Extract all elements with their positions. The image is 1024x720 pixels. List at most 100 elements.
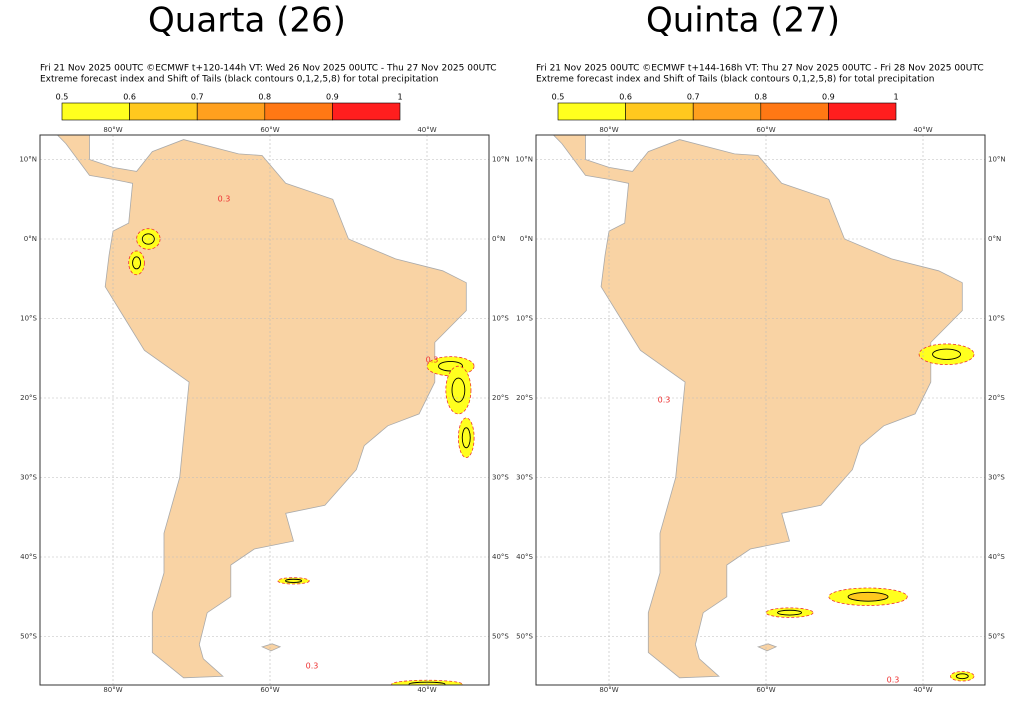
map-frame — [39, 134, 490, 686]
efi-area — [445, 365, 472, 415]
sot-contour — [132, 256, 142, 270]
efi-area — [918, 343, 975, 366]
colorbar-tick-label: 1 — [397, 93, 402, 102]
lon-label: 60°W — [260, 686, 279, 694]
contour-label: 0.3 — [306, 662, 319, 671]
header-line: Extreme forecast index and Shift of Tail… — [536, 75, 934, 85]
lat-label: 30°S — [492, 474, 509, 482]
sot-contour — [777, 609, 802, 616]
lat-label: 20°S — [492, 394, 509, 402]
lat-label: 10°S — [492, 315, 509, 323]
lon-label: 80°W — [103, 686, 122, 694]
colorbar-tick-label: 0.9 — [822, 93, 835, 102]
colorbar-segment — [625, 102, 694, 121]
lat-label: 20°S — [988, 394, 1005, 402]
efi-area — [950, 671, 975, 682]
land — [552, 135, 963, 679]
lat-label: 50°S — [988, 633, 1005, 641]
lat-label: 50°S — [20, 633, 37, 641]
sot-contour — [141, 233, 155, 245]
lat-label: 40°S — [516, 553, 533, 561]
lon-label: 40°W — [913, 686, 932, 694]
contour-label: 0.3 — [658, 396, 671, 405]
lat-label: 0°N — [24, 235, 37, 243]
colorbar-tick-label: 0.5 — [552, 93, 565, 102]
sot-contour — [932, 348, 961, 360]
lon-label: 80°W — [599, 686, 618, 694]
lon-label: 60°W — [260, 126, 279, 134]
colorbar-tick-label: 0.8 — [258, 93, 271, 102]
falkland — [261, 643, 282, 652]
colorbar-tick-label: 0.5 — [56, 93, 69, 102]
lon-label: 40°W — [417, 126, 436, 134]
panel-title: Quarta (26) — [148, 1, 346, 41]
lat-label: 10°N — [492, 156, 510, 164]
lat-label: 40°S — [20, 553, 37, 561]
colorbar-segment — [828, 102, 897, 121]
lat-label: 30°S — [988, 474, 1005, 482]
lat-label: 10°S — [20, 315, 37, 323]
map — [40, 135, 489, 685]
colorbar-tick-label: 0.8 — [754, 93, 767, 102]
lat-label: 10°S — [516, 315, 533, 323]
colorbar-tick-label: 0.6 — [123, 93, 136, 102]
colorbar-tick-label: 0.7 — [687, 93, 700, 102]
efi-area — [765, 607, 814, 618]
lat-label: 30°S — [20, 474, 37, 482]
lon-label: 40°W — [913, 126, 932, 134]
lat-label: 0°N — [492, 235, 505, 243]
efi-area — [128, 250, 145, 276]
lat-label: 20°S — [516, 394, 533, 402]
contour-label: 0.3 — [218, 195, 231, 204]
contour-label: 0.3 — [887, 676, 900, 685]
lat-label: 20°S — [20, 394, 37, 402]
colorbar-segment — [332, 102, 401, 121]
colorbar-segment — [557, 102, 626, 121]
lon-label: 80°W — [103, 126, 122, 134]
efi-area — [277, 577, 310, 585]
colorbar-segment — [196, 102, 266, 121]
lat-label: 40°S — [988, 553, 1005, 561]
lat-label: 10°N — [988, 156, 1006, 164]
colorbar-tick-label: 0.9 — [326, 93, 339, 102]
colorbar-tick-label: 0.7 — [191, 93, 204, 102]
header-line: Extreme forecast index and Shift of Tail… — [40, 75, 438, 85]
map-frame — [535, 134, 986, 686]
lat-label: 0°N — [520, 235, 533, 243]
header-line: Fri 21 Nov 2025 00UTC ©ECMWF t+120-144h … — [40, 64, 497, 74]
colorbar-tick-label: 0.6 — [619, 93, 632, 102]
sot-contour — [955, 673, 969, 680]
land — [56, 135, 467, 679]
lon-label: 40°W — [417, 686, 436, 694]
lat-label: 0°N — [988, 235, 1001, 243]
sot-contour — [451, 377, 466, 403]
lat-label: 50°S — [516, 633, 533, 641]
lat-label: 10°S — [988, 315, 1005, 323]
panel: Quarta (26) Fri 21 Nov 2025 00UTC ©ECMWF … — [19, 1, 510, 695]
lon-label: 60°W — [756, 126, 775, 134]
lat-label: 40°S — [492, 553, 509, 561]
colorbar-tick-label: 1 — [893, 93, 898, 102]
lat-label: 10°N — [515, 156, 533, 164]
colorbar-segment — [760, 102, 829, 121]
lat-label: 10°N — [19, 156, 37, 164]
lon-label: 80°W — [599, 126, 618, 134]
contour-label: 0.3 — [426, 356, 439, 365]
colorbar-segment — [61, 102, 130, 121]
lat-label: 30°S — [516, 474, 533, 482]
sot-contour — [285, 578, 302, 583]
lat-label: 50°S — [492, 633, 509, 641]
sot-contour — [408, 681, 446, 685]
colorbar-segment — [692, 102, 762, 121]
lon-label: 60°W — [756, 686, 775, 694]
colorbar-segment — [264, 102, 333, 121]
panel: Quinta (27) Fri 21 Nov 2025 00UTC ©ECMWF … — [515, 1, 1006, 695]
sot-contour — [461, 427, 471, 449]
header-line: Fri 21 Nov 2025 00UTC ©ECMWF t+144-168h … — [536, 64, 984, 74]
panel-title: Quinta (27) — [646, 1, 840, 41]
efi-area — [457, 417, 475, 459]
map — [536, 135, 985, 685]
falkland — [757, 643, 778, 652]
sot-contour — [847, 591, 889, 602]
